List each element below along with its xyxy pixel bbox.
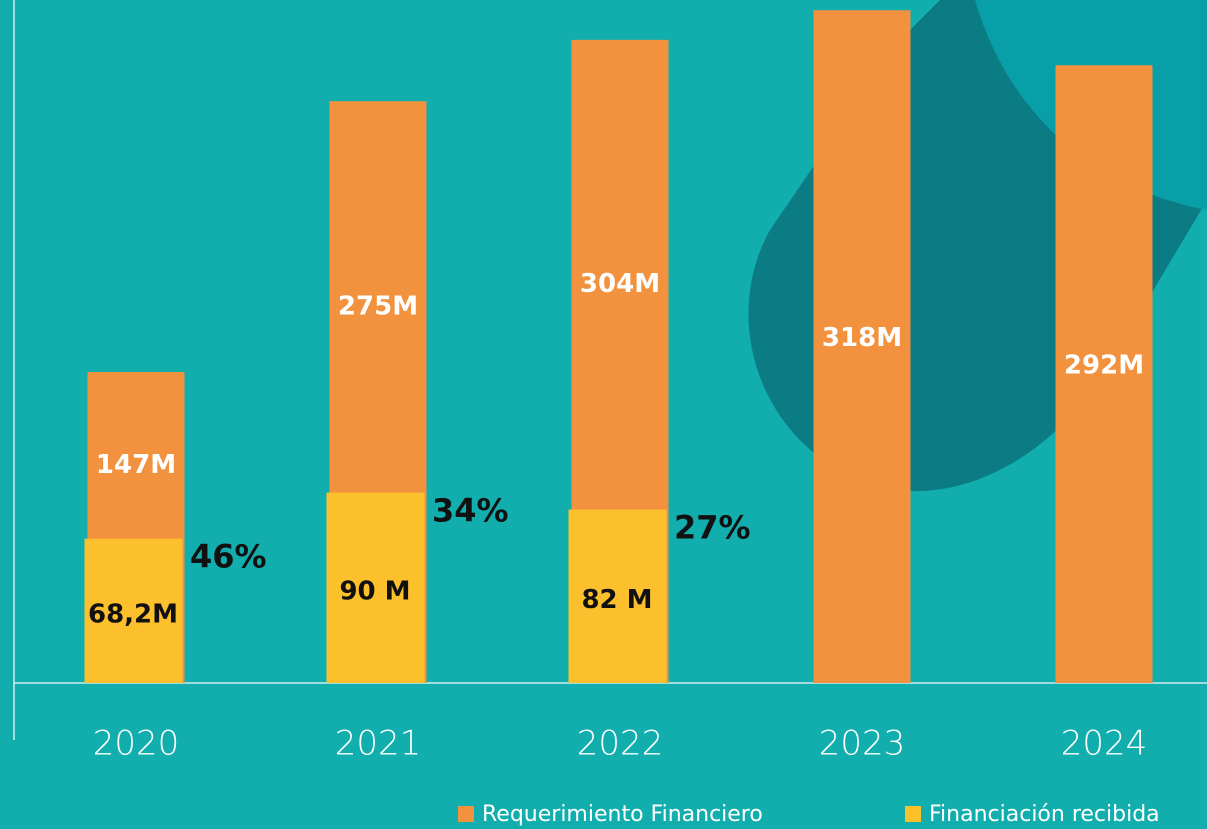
bar-requirement [813,10,911,683]
bar-received [568,509,667,683]
x-tick-label: 2022 [577,724,664,764]
x-tick-label: 2023 [819,724,906,764]
share-label: 34% [432,492,509,530]
share-label: 27% [674,509,751,547]
share-label: 46% [190,538,267,576]
legend-label: Requerimiento Financiero [482,802,763,827]
value-label: 90 M [339,576,410,606]
bar-received [84,538,183,683]
value-label: 275M [338,291,418,321]
value-label: 292M [1064,351,1144,381]
x-tick-label: 2021 [335,724,422,764]
legend-label: Financiación recibida [929,802,1160,827]
value-label: 318M [822,323,902,353]
x-tick-label: 2020 [93,724,180,764]
bar-received [326,492,425,683]
legend-swatch [458,806,474,822]
value-label: 68,2M [88,599,178,629]
bar-requirement [1055,65,1153,684]
legend-swatch [905,806,921,822]
value-label: 147M [96,450,176,480]
value-label: 82 M [581,585,652,615]
x-tick-label: 2024 [1061,724,1148,764]
value-label: 304M [580,269,660,299]
